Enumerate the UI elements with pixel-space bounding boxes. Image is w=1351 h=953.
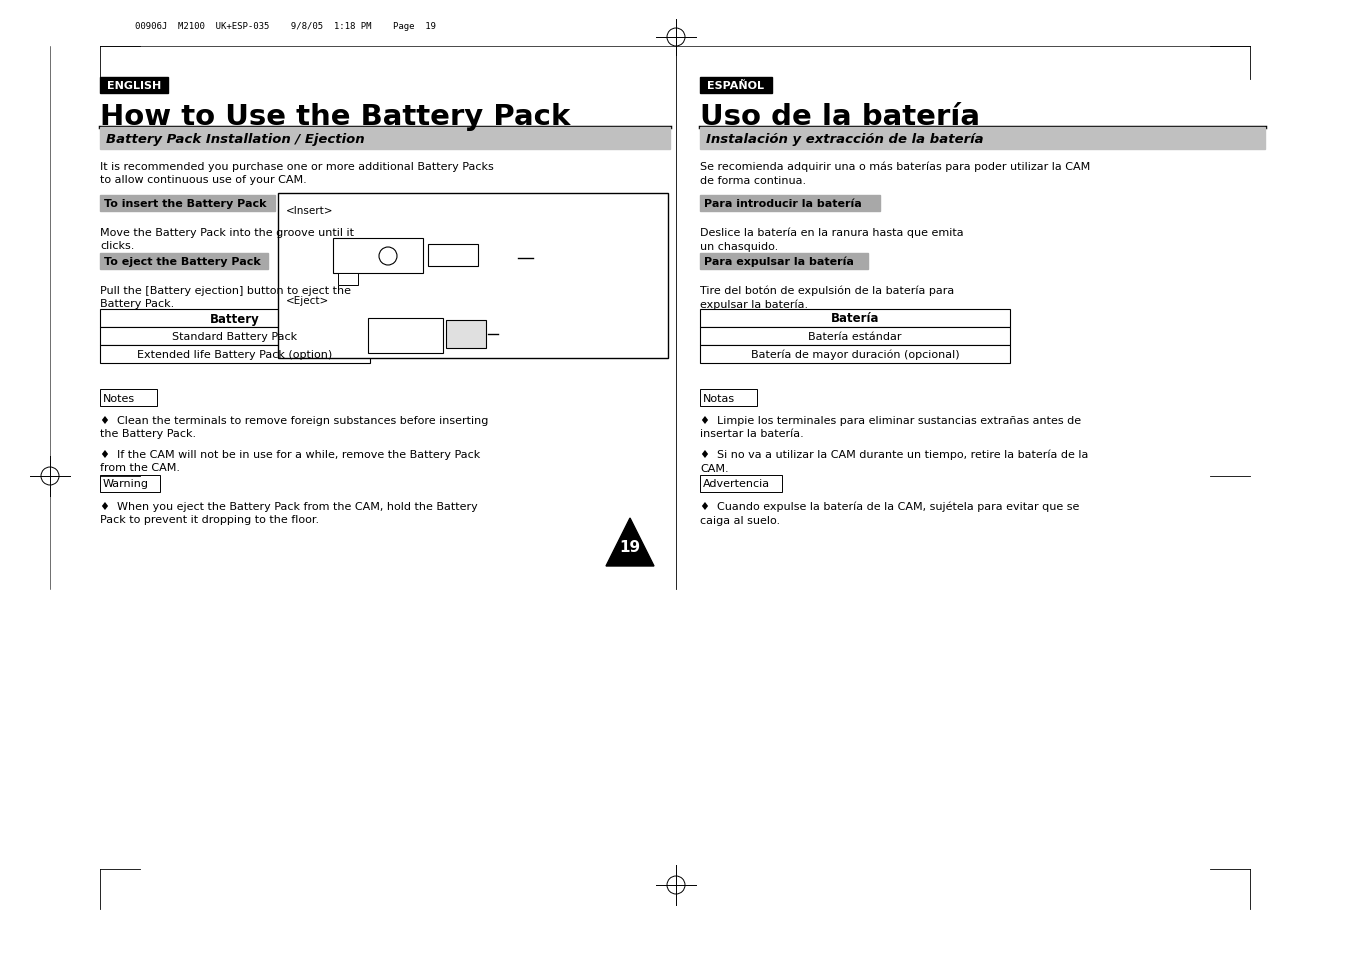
Text: Move the Battery Pack into the groove until it
clicks.: Move the Battery Pack into the groove un… xyxy=(100,228,354,251)
Text: Batería estándar: Batería estándar xyxy=(808,332,901,341)
Text: ♦  Cuando expulse la batería de la CAM, sujétela para evitar que se
caiga al sue: ♦ Cuando expulse la batería de la CAM, s… xyxy=(700,501,1079,525)
Bar xyxy=(100,128,670,150)
Text: <Insert>: <Insert> xyxy=(286,206,334,215)
Bar xyxy=(700,78,771,94)
Text: Pull the [Battery ejection] button to eject the
Battery Pack.: Pull the [Battery ejection] button to ej… xyxy=(100,286,351,309)
Text: To insert the Battery Pack: To insert the Battery Pack xyxy=(104,199,266,209)
Text: Notes: Notes xyxy=(103,393,135,403)
Text: 00906J  M2100  UK+ESP-035    9/8/05  1:18 PM    Page  19: 00906J M2100 UK+ESP-035 9/8/05 1:18 PM P… xyxy=(135,22,436,30)
Polygon shape xyxy=(607,518,654,566)
Bar xyxy=(428,245,478,267)
Text: Notas: Notas xyxy=(703,393,735,403)
Bar xyxy=(100,310,370,328)
Text: Para expulsar la batería: Para expulsar la batería xyxy=(704,256,854,267)
Bar xyxy=(100,328,370,346)
Text: ESPAÑOL: ESPAÑOL xyxy=(708,81,765,91)
Bar xyxy=(446,320,486,349)
Text: ♦  Clean the terminals to remove foreign substances before inserting
the Battery: ♦ Clean the terminals to remove foreign … xyxy=(100,416,488,438)
Text: To eject the Battery Pack: To eject the Battery Pack xyxy=(104,256,261,267)
Bar xyxy=(338,274,358,286)
Text: Battery Pack Installation / Ejection: Battery Pack Installation / Ejection xyxy=(105,132,365,146)
Text: ENGLISH: ENGLISH xyxy=(107,81,161,91)
Text: Battery: Battery xyxy=(211,313,259,325)
Bar xyxy=(700,253,867,270)
Bar xyxy=(100,390,157,407)
Bar xyxy=(100,346,370,364)
Text: Advertencia: Advertencia xyxy=(703,479,770,489)
Text: Extended life Battery Pack (option): Extended life Battery Pack (option) xyxy=(138,350,332,359)
Text: Para introducir la batería: Para introducir la batería xyxy=(704,199,862,209)
Text: ♦  Si no va a utilizar la CAM durante un tiempo, retire la batería de la
CAM.: ♦ Si no va a utilizar la CAM durante un … xyxy=(700,450,1089,474)
Text: Se recomienda adquirir una o más baterías para poder utilizar la CAM
de forma co: Se recomienda adquirir una o más batería… xyxy=(700,162,1090,186)
Bar xyxy=(278,193,667,358)
Bar xyxy=(700,128,1265,150)
Text: Deslice la batería en la ranura hasta que emita
un chasquido.: Deslice la batería en la ranura hasta qu… xyxy=(700,228,963,252)
Bar xyxy=(700,390,757,407)
Text: ♦  If the CAM will not be in use for a while, remove the Battery Pack
from the C: ♦ If the CAM will not be in use for a wh… xyxy=(100,450,480,473)
Text: 19: 19 xyxy=(620,539,640,554)
Bar xyxy=(700,195,880,212)
Text: Warning: Warning xyxy=(103,479,149,489)
Text: Tire del botón de expulsión de la batería para
expulsar la batería.: Tire del botón de expulsión de la baterí… xyxy=(700,286,954,310)
Bar xyxy=(700,476,782,493)
Text: Batería: Batería xyxy=(831,313,880,325)
Text: How to Use the Battery Pack: How to Use the Battery Pack xyxy=(100,103,570,131)
Bar xyxy=(700,346,1011,364)
Text: It is recommended you purchase one or more additional Battery Packs
to allow con: It is recommended you purchase one or mo… xyxy=(100,162,493,185)
Bar xyxy=(332,239,423,274)
Text: Batería de mayor duración (opcional): Batería de mayor duración (opcional) xyxy=(751,350,959,360)
Text: ♦  Limpie los terminales para eliminar sustancias extrañas antes de
insertar la : ♦ Limpie los terminales para eliminar su… xyxy=(700,416,1081,438)
Bar xyxy=(100,195,276,212)
Bar xyxy=(700,310,1011,328)
Bar xyxy=(700,328,1011,346)
Bar xyxy=(100,476,159,493)
Text: Standard Battery Pack: Standard Battery Pack xyxy=(173,332,297,341)
Bar xyxy=(100,253,267,270)
Bar xyxy=(367,318,443,354)
Text: Instalación y extracción de la batería: Instalación y extracción de la batería xyxy=(707,132,984,146)
Text: <Eject>: <Eject> xyxy=(286,295,330,306)
Circle shape xyxy=(380,248,397,266)
Text: Uso de la batería: Uso de la batería xyxy=(700,103,979,131)
Bar xyxy=(100,78,168,94)
Text: ♦  When you eject the Battery Pack from the CAM, hold the Battery
Pack to preven: ♦ When you eject the Battery Pack from t… xyxy=(100,501,478,525)
